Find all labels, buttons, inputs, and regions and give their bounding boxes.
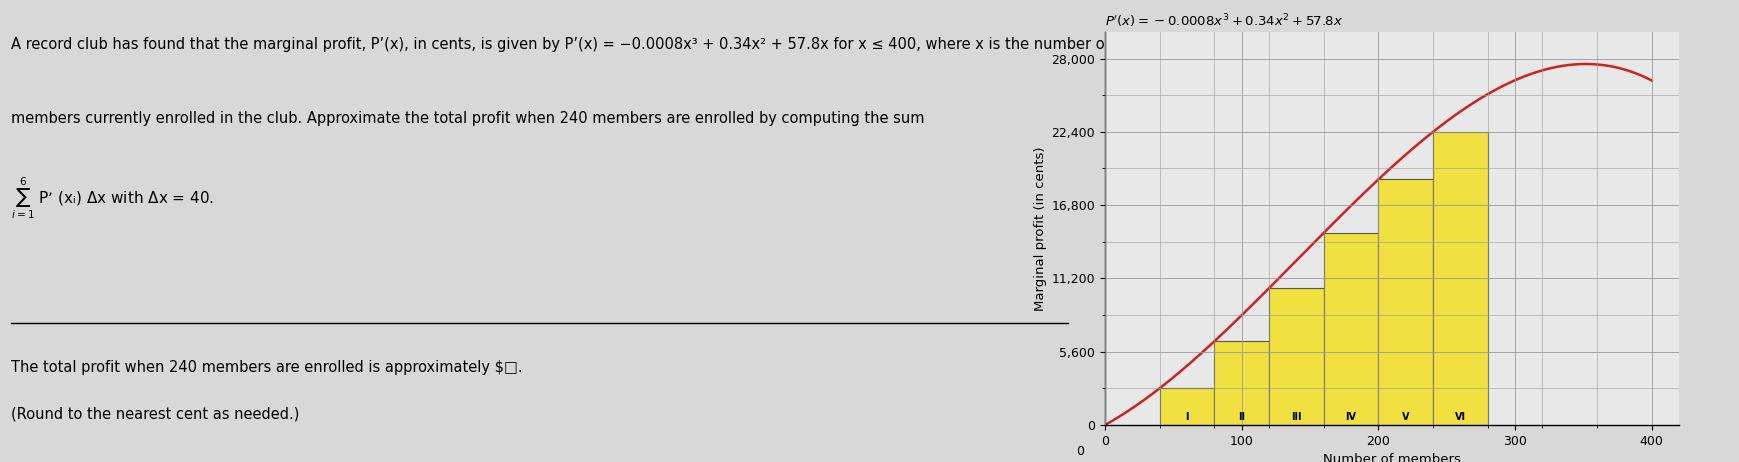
Text: VI: VI [1454, 413, 1464, 422]
Bar [1214, 341, 1268, 425]
Text: V: V [1402, 413, 1409, 422]
Y-axis label: Marginal profit (in cents): Marginal profit (in cents) [1033, 146, 1047, 311]
Bar [1268, 288, 1323, 425]
Text: The total profit when 240 members are enrolled is approximately $□.: The total profit when 240 members are en… [10, 360, 522, 375]
X-axis label: Number of members: Number of members [1322, 453, 1461, 462]
Text: IV: IV [1344, 413, 1356, 422]
Bar [1377, 179, 1433, 425]
Bar [1158, 389, 1214, 425]
Text: II: II [1238, 413, 1245, 422]
Text: III: III [1290, 413, 1301, 422]
Text: I: I [1184, 413, 1188, 422]
Text: $P'(x) = -0.0008x^3 + 0.34x^2 + 57.8x$: $P'(x) = -0.0008x^3 + 0.34x^2 + 57.8x$ [1104, 13, 1343, 30]
Text: (Round to the nearest cent as needed.): (Round to the nearest cent as needed.) [10, 407, 299, 421]
Text: $\sum_{i=1}^{6}$ P’ (xᵢ) Δx with Δx = 40.: $\sum_{i=1}^{6}$ P’ (xᵢ) Δx with Δx = 40… [10, 176, 214, 221]
Bar [1433, 132, 1487, 425]
Text: 0: 0 [1076, 444, 1083, 458]
Bar [1323, 233, 1377, 425]
Text: A record club has found that the marginal profit, P’(x), in cents, is given by P: A record club has found that the margina… [10, 37, 1109, 52]
Text: members currently enrolled in the club. Approximate the total profit when 240 me: members currently enrolled in the club. … [10, 111, 929, 126]
